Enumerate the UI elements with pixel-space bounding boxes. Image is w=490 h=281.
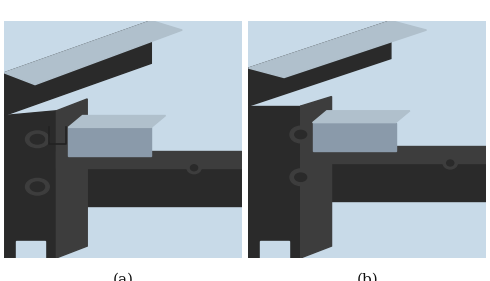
Polygon shape — [301, 146, 486, 163]
Text: (b): (b) — [356, 272, 378, 281]
Ellipse shape — [191, 165, 197, 171]
Ellipse shape — [187, 162, 201, 174]
Polygon shape — [68, 127, 151, 156]
Polygon shape — [248, 21, 426, 78]
Polygon shape — [248, 106, 301, 258]
Polygon shape — [313, 111, 410, 123]
Polygon shape — [248, 21, 391, 106]
Polygon shape — [68, 115, 166, 127]
Ellipse shape — [25, 131, 49, 148]
Polygon shape — [56, 99, 87, 258]
Ellipse shape — [447, 160, 454, 166]
Ellipse shape — [25, 178, 49, 195]
Polygon shape — [16, 241, 45, 258]
Ellipse shape — [290, 126, 311, 143]
Polygon shape — [313, 123, 395, 151]
Ellipse shape — [290, 169, 311, 185]
Polygon shape — [56, 168, 242, 206]
Polygon shape — [301, 97, 332, 258]
Polygon shape — [4, 111, 56, 258]
Ellipse shape — [295, 173, 307, 182]
Polygon shape — [301, 163, 486, 201]
Ellipse shape — [30, 135, 45, 144]
Polygon shape — [4, 21, 182, 85]
Polygon shape — [4, 21, 151, 115]
Polygon shape — [56, 151, 242, 168]
Ellipse shape — [443, 157, 457, 169]
Ellipse shape — [30, 182, 45, 191]
Text: (a): (a) — [112, 272, 133, 281]
Polygon shape — [260, 241, 289, 258]
Ellipse shape — [295, 130, 307, 139]
